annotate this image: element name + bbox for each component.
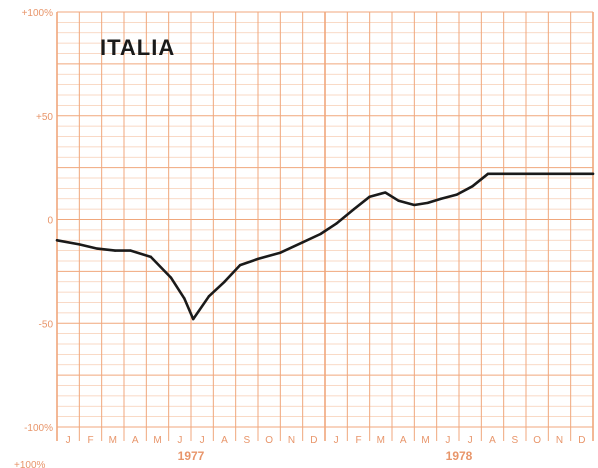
y-tick-label-bottom-edge: +100%	[14, 460, 46, 468]
y-tick-label: -50	[39, 319, 54, 330]
month-tick-label: D	[310, 435, 317, 446]
data-point	[238, 263, 242, 267]
data-point	[192, 317, 195, 321]
data-point	[560, 172, 563, 176]
year-label: 1977	[178, 449, 205, 463]
y-axis-ticks: +100% +50 0 -50 -100%	[22, 8, 54, 434]
data-point	[256, 257, 260, 261]
month-tick-label: M	[377, 435, 385, 446]
data-point	[439, 197, 443, 200]
month-tick-label: J	[177, 435, 182, 446]
data-point	[547, 172, 550, 176]
month-tick-label: A	[221, 435, 228, 446]
month-tick-label: M	[109, 435, 117, 446]
month-tick-label: O	[265, 435, 273, 446]
chart-title: ITALIA	[100, 35, 175, 60]
data-point	[455, 193, 458, 196]
month-tick-label: J	[200, 435, 205, 446]
data-point	[471, 185, 474, 188]
data-point	[502, 172, 505, 176]
data-point	[149, 255, 152, 259]
data-point	[591, 172, 595, 176]
month-tick-label: M	[421, 435, 429, 446]
data-point	[384, 191, 387, 194]
month-tick-label: S	[243, 435, 250, 446]
data-point	[55, 239, 59, 242]
y-tick-label: +100%	[22, 8, 54, 19]
month-tick-label: A	[489, 435, 496, 446]
month-tick-label: J	[66, 435, 71, 446]
data-point	[413, 203, 416, 207]
major-grid	[56, 11, 594, 441]
data-point	[113, 249, 117, 252]
month-tick-label: J	[445, 435, 450, 446]
data-point	[96, 247, 99, 250]
month-tick-label: N	[556, 435, 563, 446]
month-tick-label: A	[400, 435, 407, 446]
month-tick-label: N	[288, 435, 295, 446]
data-point	[207, 295, 211, 298]
y-tick-label: 0	[47, 216, 53, 227]
data-point	[319, 232, 322, 236]
data-point	[279, 251, 282, 254]
y-tick-label: +50	[36, 112, 53, 123]
data-point	[169, 276, 173, 279]
month-tick-label: A	[132, 435, 139, 446]
month-tick-label: S	[511, 435, 518, 446]
data-point	[129, 249, 132, 252]
month-tick-label: J	[468, 435, 473, 446]
data-point	[368, 195, 371, 198]
month-tick-label: F	[355, 435, 361, 446]
year-labels: 1977 1978	[178, 449, 473, 463]
data-point	[223, 280, 226, 283]
data-point	[515, 172, 519, 176]
data-point	[397, 199, 400, 203]
month-tick-label: J	[334, 435, 339, 446]
data-point	[78, 243, 81, 246]
data-point	[486, 172, 490, 176]
month-tick-label: O	[533, 435, 541, 446]
month-tick-label: D	[578, 435, 585, 446]
year-label: 1978	[446, 449, 473, 463]
month-tick-label: M	[153, 435, 161, 446]
data-points	[55, 172, 595, 321]
month-tick-label: F	[87, 435, 93, 446]
data-point	[531, 172, 534, 176]
data-point	[334, 222, 338, 225]
y-tick-label: -100%	[24, 423, 53, 434]
data-point	[183, 297, 186, 300]
data-point	[301, 241, 304, 244]
data-point	[426, 201, 429, 205]
data-point	[576, 172, 579, 176]
series-line	[55, 172, 595, 321]
data-point	[352, 207, 356, 211]
